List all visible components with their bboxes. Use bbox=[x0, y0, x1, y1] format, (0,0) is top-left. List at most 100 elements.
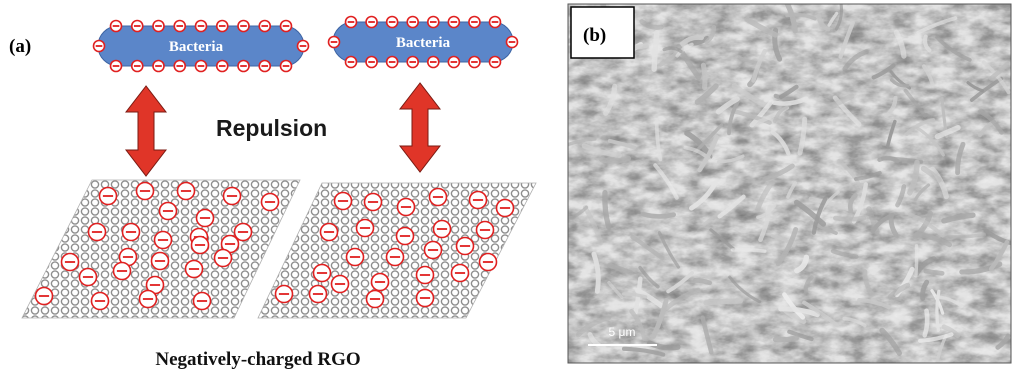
sem-bacterium-rod bbox=[730, 248, 767, 253]
sem-bacterium-rod bbox=[914, 244, 919, 278]
sem-bacterium-rod bbox=[883, 95, 898, 118]
sem-bacterium-rod bbox=[751, 48, 767, 83]
sem-bacterium-rod bbox=[895, 184, 907, 208]
sem-bacterium-rod bbox=[666, 271, 694, 294]
sem-bacterium-rod bbox=[762, 163, 795, 182]
sem-bacterium-rod bbox=[913, 232, 953, 248]
negative-charge-icon bbox=[415, 288, 435, 308]
sem-bacterium-rod bbox=[857, 297, 891, 310]
negative-charge-icon bbox=[237, 59, 250, 73]
negative-charge-icon bbox=[385, 15, 399, 29]
sem-bacterium-rod bbox=[568, 205, 589, 223]
sem-bacterium-rod bbox=[923, 268, 945, 276]
sem-bacterium-rod bbox=[904, 117, 936, 136]
sem-bacterium-rod bbox=[758, 204, 772, 243]
negative-charge-icon bbox=[426, 15, 440, 29]
negative-charge-icon bbox=[258, 59, 272, 73]
sem-bacterium-rod bbox=[700, 315, 714, 355]
sem-bacterium-rod bbox=[629, 309, 647, 341]
negative-charge-icon bbox=[98, 186, 118, 206]
sem-bacterium-rod bbox=[607, 280, 624, 300]
sem-bacterium-rod bbox=[887, 282, 911, 300]
sem-bacterium-rod bbox=[862, 269, 875, 297]
sem-bacterium-rod bbox=[575, 315, 612, 338]
sem-bacterium-rod bbox=[834, 4, 844, 31]
negative-charge-icon bbox=[274, 284, 294, 304]
scale-bar: 5 μm bbox=[588, 325, 657, 346]
sem-bacterium-rod bbox=[920, 279, 930, 301]
negative-charge-icon bbox=[92, 39, 106, 53]
sem-bacterium-rod bbox=[700, 62, 708, 91]
bacterium-right-charges bbox=[327, 15, 519, 69]
negative-charge-icon bbox=[194, 19, 208, 33]
negative-charge-icon bbox=[130, 19, 144, 33]
negative-charge-icon bbox=[468, 15, 481, 29]
negative-charge-icon bbox=[222, 186, 242, 206]
sem-bacterium-rod bbox=[639, 19, 664, 30]
sem-bacterium-rod bbox=[717, 154, 745, 164]
sem-bacterium-rod bbox=[773, 93, 795, 103]
sem-bacterium-rod bbox=[809, 220, 838, 235]
sem-bacterium-rod bbox=[737, 55, 760, 65]
sem-bacterium-rod bbox=[920, 165, 942, 183]
negative-charge-icon bbox=[153, 230, 173, 250]
negative-charge-icon bbox=[450, 263, 470, 283]
sem-bacterium-rod bbox=[703, 298, 743, 306]
negative-charge-icon bbox=[344, 55, 358, 69]
sem-bacterium-rod bbox=[838, 20, 855, 59]
sem-bacterium-rod bbox=[675, 42, 694, 58]
negative-charge-icon bbox=[345, 247, 365, 267]
sem-bacterium-rod bbox=[866, 206, 880, 235]
sem-bacterium-rod bbox=[870, 212, 895, 234]
sem-bacterium-rod bbox=[787, 329, 814, 342]
rgo-sheet-right-charges bbox=[274, 187, 515, 309]
sem-bacterium-rod bbox=[582, 205, 604, 246]
sem-bacterium-rod bbox=[959, 261, 1003, 275]
negative-charge-icon bbox=[327, 35, 341, 49]
negative-charge-icon bbox=[215, 59, 229, 73]
negative-charge-icon bbox=[478, 252, 498, 272]
sem-bacterium-rod bbox=[893, 29, 907, 59]
sem-bacterium-rod bbox=[871, 63, 896, 80]
negative-charge-icon bbox=[488, 15, 502, 29]
negative-charge-icon bbox=[138, 289, 158, 309]
negative-charge-icon bbox=[385, 55, 399, 69]
negative-charge-icon bbox=[213, 248, 233, 268]
sem-bacterium-rod bbox=[842, 316, 867, 328]
sem-bacterium-rod bbox=[877, 155, 900, 164]
negative-charge-icon bbox=[233, 222, 253, 242]
negative-charge-icon bbox=[130, 59, 144, 73]
sem-bacterium-rod bbox=[854, 170, 882, 181]
sem-bacterium-rod bbox=[903, 88, 928, 118]
sem-bacterium-rod bbox=[966, 81, 984, 93]
sem-bacterium-rod bbox=[591, 251, 601, 294]
negative-charge-icon bbox=[215, 19, 229, 33]
sem-bacterium-rod bbox=[778, 306, 820, 318]
sem-bacterium-rod bbox=[811, 196, 828, 235]
sem-bacterium-rod bbox=[581, 143, 622, 158]
sem-bacterium-rod bbox=[731, 83, 770, 109]
sem-bacterium-rod bbox=[630, 234, 665, 261]
negative-charge-icon bbox=[415, 265, 435, 285]
sem-bacterium-rod bbox=[640, 211, 677, 219]
sem-bacterium-rod bbox=[879, 327, 903, 356]
sem-bacterium-rod bbox=[775, 227, 799, 267]
negative-charge-icon bbox=[365, 15, 378, 29]
rgo-sheet-left-charges bbox=[34, 181, 280, 311]
sem-bacterium-rod bbox=[889, 78, 910, 88]
negative-charge-icon bbox=[370, 272, 390, 292]
sem-bacterium-rod bbox=[781, 4, 798, 34]
negative-charge-icon bbox=[455, 236, 475, 256]
negative-charge-icon bbox=[468, 55, 481, 69]
rgo-sheet-left bbox=[21, 179, 301, 319]
repulsion-label: Repulsion bbox=[216, 115, 327, 141]
negative-charge-icon bbox=[279, 59, 293, 73]
bacterium-left: Bacteria bbox=[92, 19, 310, 73]
sem-bacterium-rod bbox=[803, 275, 814, 294]
sem-bacterium-rod bbox=[918, 332, 954, 343]
sem-bacterium-rod bbox=[847, 193, 858, 213]
sem-bacterium-rod bbox=[922, 34, 932, 53]
negative-charge-icon bbox=[135, 181, 155, 201]
panel-a-label: (a) bbox=[9, 36, 31, 57]
